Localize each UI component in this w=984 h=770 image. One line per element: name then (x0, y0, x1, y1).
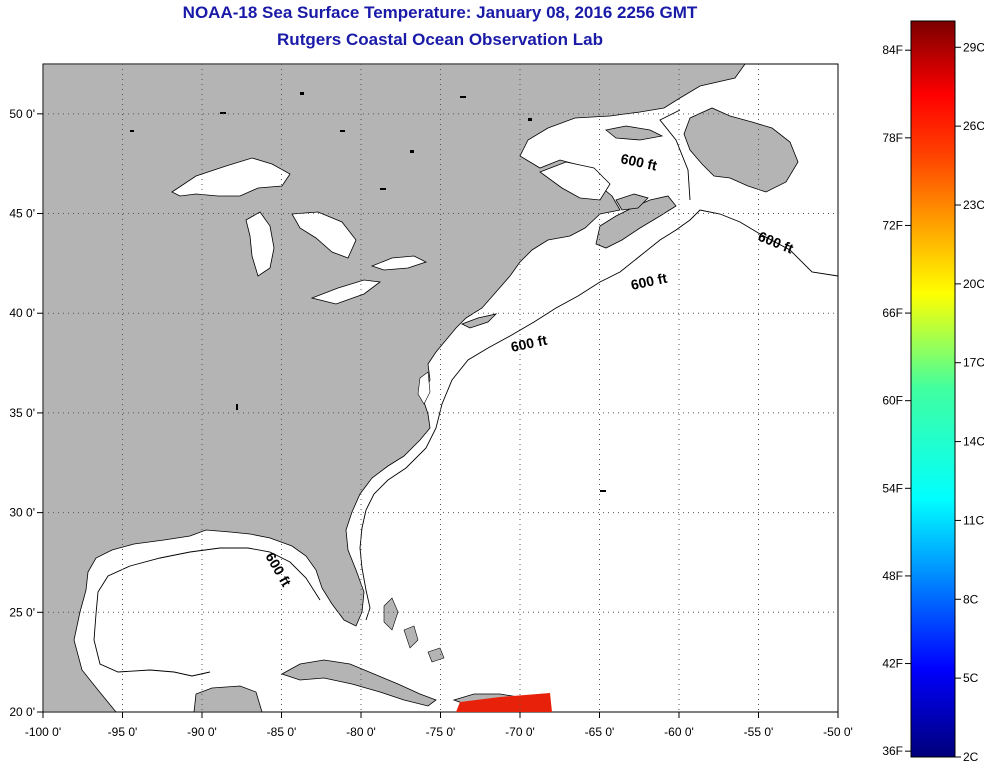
isobath-600ft-gulf (93, 547, 321, 677)
lake-superior (171, 157, 291, 197)
gulf-st-lawrence (539, 161, 611, 201)
lake-huron (291, 211, 357, 259)
lon-tick-label: -70 0' (505, 725, 535, 739)
land-newfoundland (683, 107, 799, 193)
land-long-island (461, 313, 498, 329)
lon-tick-label: -55 0' (744, 725, 774, 739)
sst-data-patch (456, 693, 552, 712)
land-anticosti (605, 125, 664, 141)
lake-ontario (370, 255, 428, 271)
contour-label-4: 600 ft (509, 332, 548, 355)
lon-tick-label: -90 0' (187, 725, 217, 739)
land-yucatan (193, 685, 263, 712)
lat-lon-grid (43, 64, 838, 712)
lat-tick-label: 50 0' (9, 107, 35, 121)
c-tick-label: 29C (963, 40, 984, 54)
lat-tick-label: 30 0' (9, 506, 35, 520)
f-tick-label: 66F (882, 306, 903, 320)
lon-tick-label: -50 0' (823, 725, 853, 739)
contour-label-3: 600 ft (629, 270, 668, 293)
map-title: NOAA-18 Sea Surface Temperature: January… (182, 3, 698, 22)
f-tick-label: 60F (882, 394, 903, 408)
colorbar-labels: 2C 5C 8C 11C 14C 17C 20C 23C 26C 29C 36F 42F 48F 54F 6… (882, 40, 984, 764)
f-tick-label: 78F (882, 131, 903, 145)
f-tick-label: 72F (882, 218, 903, 232)
f-tick-label: 84F (882, 43, 903, 57)
lon-tick-label: -95 0' (108, 725, 138, 739)
land-bahamas (383, 597, 445, 663)
f-tick-label: 48F (882, 569, 903, 583)
map-subtitle: Rutgers Coastal Ocean Observation Lab (277, 30, 603, 49)
f-tick-label: 36F (882, 744, 903, 758)
lat-tick-label: 20 0' (9, 705, 35, 719)
lake-erie (310, 279, 382, 305)
land-cuba (281, 659, 437, 707)
small-lakes (130, 92, 606, 492)
land-cape-breton (615, 193, 649, 211)
f-tick-label: 42F (882, 657, 903, 671)
c-tick-label: 11C (963, 513, 984, 527)
lon-tick-label: -75 0' (426, 725, 456, 739)
isobath-600ft-nfl (659, 109, 691, 201)
lat-tick-label: 25 0' (9, 605, 35, 619)
lon-tick-label: -80 0' (346, 725, 376, 739)
longitude-axis: -100 0' -95 0' -90 0' -85 0' -80 0' -75 0' -70… (25, 712, 853, 739)
lat-tick-label: 45 0' (9, 207, 35, 221)
lake-michigan (245, 211, 275, 277)
c-tick-label: 14C (963, 435, 984, 449)
lat-tick-label: 40 0' (9, 306, 35, 320)
contour-label-1: 600 ft (619, 150, 658, 173)
chesapeake-bay (417, 371, 431, 405)
latitude-axis: 20 0' 25 0' 30 0' 35 0' 40 0' 45 0' 50 0' (9, 107, 43, 719)
lon-tick-label: -65 0' (585, 725, 615, 739)
f-tick-label: 54F (882, 481, 903, 495)
c-tick-label: 20C (963, 277, 984, 291)
c-tick-label: 2C (963, 750, 979, 764)
colorbar (910, 20, 956, 758)
lon-tick-label: -85 0' (267, 725, 297, 739)
lon-tick-label: -100 0' (25, 725, 61, 739)
c-tick-label: 26C (963, 119, 984, 133)
land-north-america (43, 64, 746, 712)
c-tick-label: 17C (963, 356, 984, 370)
isobath-600ft (359, 209, 838, 621)
c-tick-label: 23C (963, 198, 984, 212)
lat-tick-label: 35 0' (9, 406, 35, 420)
c-tick-label: 8C (963, 592, 979, 606)
c-tick-label: 5C (963, 671, 979, 685)
lon-tick-label: -60 0' (664, 725, 694, 739)
